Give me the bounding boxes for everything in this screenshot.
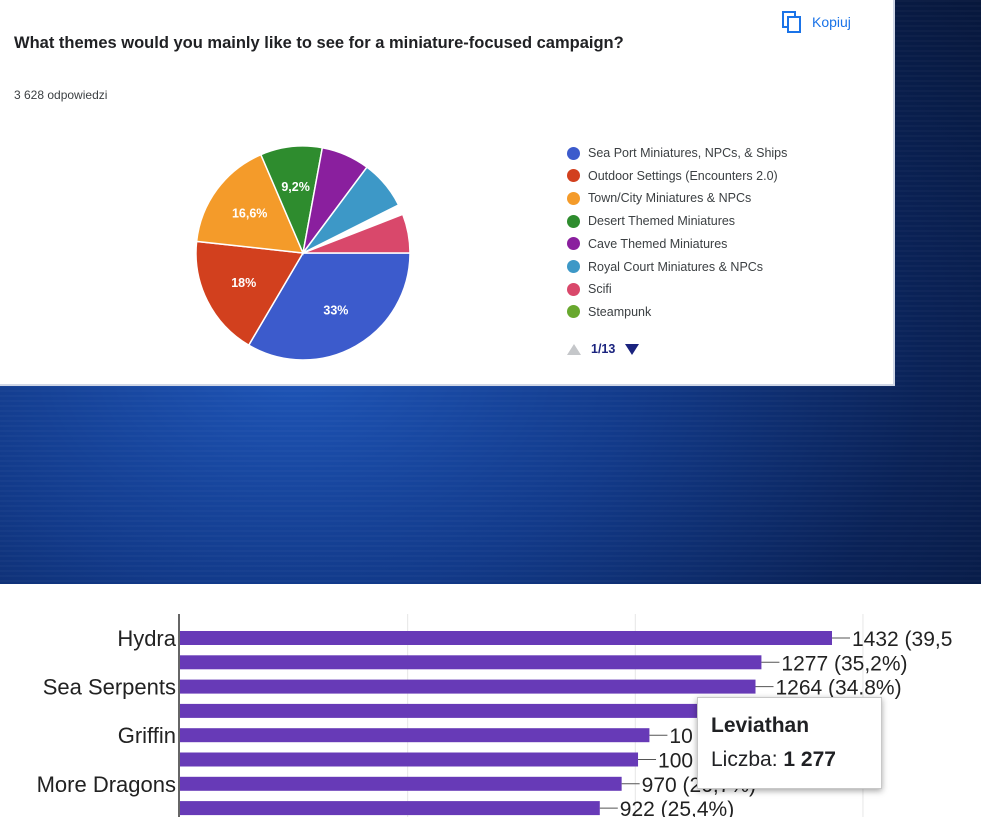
legend-item-desert-themed-miniatures: Desert Themed Miniatures xyxy=(567,212,735,230)
legend-swatch xyxy=(567,214,580,228)
legend-item-steampunk: Steampunk xyxy=(567,303,651,321)
pie-chart: 33% 18% 16,6% 9,2% xyxy=(195,145,411,361)
legend-label: Steampunk xyxy=(588,304,652,319)
legend-swatch xyxy=(567,146,580,160)
legend-label: Royal Court Miniatures & NPCs xyxy=(588,259,764,274)
chart-tooltip: Leviathan Liczba: 1 277 xyxy=(697,697,882,789)
legend-item-scifi: Scifi xyxy=(567,280,612,298)
legend-label: Desert Themed Miniatures xyxy=(588,214,736,229)
bar-value-label: 10 xyxy=(669,725,692,748)
triangle-up-icon xyxy=(567,343,581,355)
bar-5[interactable] xyxy=(180,752,639,767)
legend-swatch xyxy=(567,260,580,273)
bar-6[interactable] xyxy=(180,776,622,791)
legend-label: Cave Themed Miniatures xyxy=(588,236,728,251)
response-count: 3 628 odpowiedzi xyxy=(14,88,108,102)
bar-category-more-dragons: More Dragons xyxy=(37,772,176,797)
bar-1[interactable] xyxy=(180,655,762,670)
pie-label-outdoor-settings-encounters-2-0: 18% xyxy=(231,276,256,290)
bar-value-label: 922 (25,4%) xyxy=(620,798,734,817)
bar-category-hydra: Hydra xyxy=(117,626,176,651)
legend-label: Outdoor Settings (Encounters 2.0) xyxy=(588,168,778,183)
triangle-down-icon[interactable] xyxy=(625,343,640,355)
copy-label: Kopiuj xyxy=(812,14,851,30)
tooltip-value: 1 277 xyxy=(783,748,836,771)
legend-label: Scifi xyxy=(588,282,612,297)
legend-swatch xyxy=(567,282,580,296)
bar-3[interactable] xyxy=(180,703,741,718)
bar-4[interactable] xyxy=(180,728,650,743)
legend-pager: 1/13 xyxy=(567,342,640,356)
legend-label: Sea Port Miniatures, NPCs, & Ships xyxy=(588,146,788,160)
pie-label-town-city-miniatures-npcs: 16,6% xyxy=(232,207,267,221)
pie-slice-outdoor-settings-encounters-2-0[interactable] xyxy=(195,240,305,347)
legend-item-town-city-miniatures-npcs: Town/City Miniatures & NPCs xyxy=(567,189,751,207)
copy-icon xyxy=(782,11,801,33)
bar-7[interactable] xyxy=(180,801,600,816)
pie-slice-town-city-miniatures-npcs[interactable] xyxy=(195,153,305,254)
pager-text: 1/13 xyxy=(591,342,616,356)
legend-item-royal-court-miniatures-npcs: Royal Court Miniatures & NPCs xyxy=(567,258,763,276)
pie-label-sea-port-miniatures-npcs-ships: 33% xyxy=(323,304,348,318)
bar-2[interactable] xyxy=(180,679,756,694)
pie-slice-scifi[interactable] xyxy=(302,213,411,254)
tooltip-label: Liczba: xyxy=(711,748,778,771)
legend-item-outdoor-settings-encounters-2-0: Outdoor Settings (Encounters 2.0) xyxy=(567,167,778,185)
bar-category-sea-serpents: Sea Serpents xyxy=(43,675,176,700)
legend-swatch xyxy=(567,305,580,319)
bar-chart: 1432 (39,5 Hydra 1277 (35,2%)1264 (34.8%) S… xyxy=(37,614,952,817)
bar-value-label: 1277 (35,2%) xyxy=(781,652,907,675)
legend-swatch xyxy=(567,169,580,183)
bar-value-label: 1264 (34.8%) xyxy=(776,677,902,700)
question-card: What themes would you mainly like to see… xyxy=(0,0,895,386)
tooltip-value-line: Liczba: 1 277 xyxy=(711,748,836,772)
bar-value-label: 100 xyxy=(658,750,693,773)
pie-slice-sea-port-miniatures-npcs-ships[interactable] xyxy=(247,252,411,361)
legend-swatch xyxy=(567,237,580,251)
bar-0[interactable] xyxy=(180,631,832,645)
legend-label: Town/City Miniatures & NPCs xyxy=(588,191,752,206)
bar-category-griffin: Griffin xyxy=(118,723,176,748)
bar-value-label: 1432 (39,5 xyxy=(852,628,952,651)
tooltip-title: Leviathan xyxy=(711,714,810,737)
question-title: What themes would you mainly like to see… xyxy=(14,34,624,52)
copy-button[interactable]: Kopiuj xyxy=(782,8,851,36)
legend-swatch xyxy=(567,191,580,205)
legend-item-sea-port-miniatures-npcs-ships: Sea Port Miniatures, NPCs, & Ships xyxy=(567,144,787,162)
legend-item-cave-themed-miniatures: Cave Themed Miniatures xyxy=(567,235,727,253)
pie-label-desert-themed-miniatures: 9,2% xyxy=(281,180,310,194)
